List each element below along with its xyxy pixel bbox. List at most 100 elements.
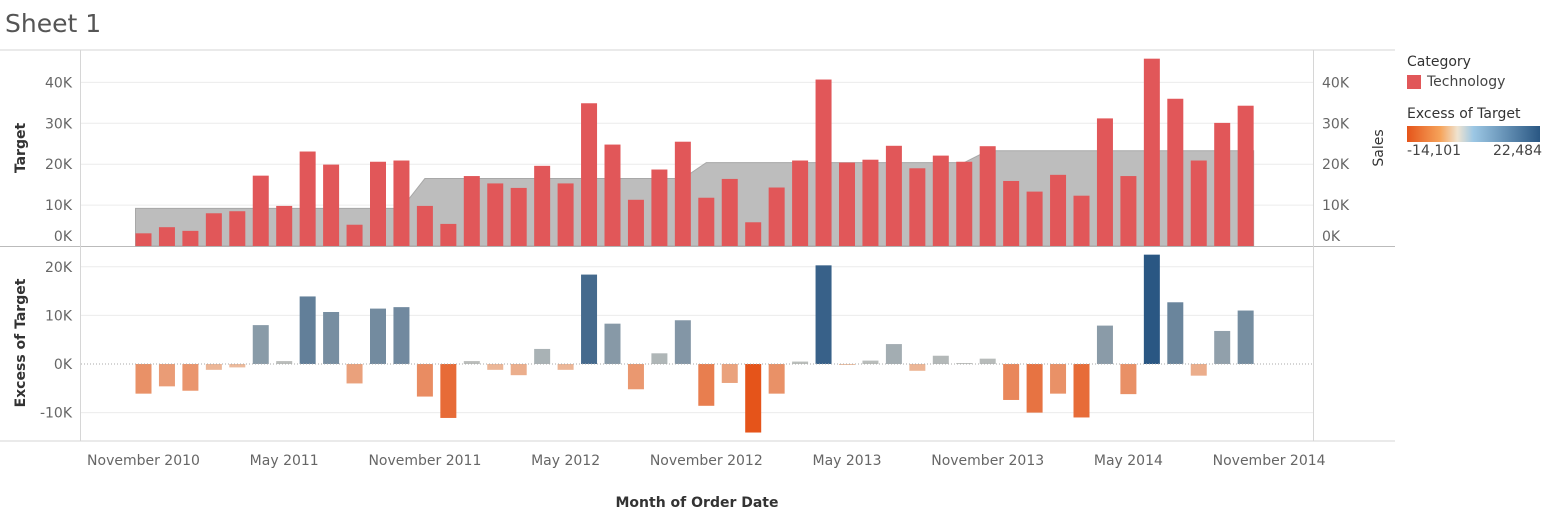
excess-bar — [674, 320, 691, 364]
excess-bar — [745, 364, 762, 433]
excess-bar — [135, 364, 152, 394]
excess-bar — [1096, 325, 1113, 364]
sales-bar — [182, 230, 199, 246]
sales-bar — [1143, 58, 1160, 246]
sales-bar — [1026, 191, 1043, 246]
excess-bar — [651, 353, 668, 364]
sales-bar — [909, 168, 926, 246]
sales-bar — [815, 79, 832, 246]
excess-bar — [581, 274, 598, 364]
x-tick-label: November 2013 — [931, 453, 1044, 469]
sales-bar — [252, 175, 269, 246]
category-legend-title: Category — [1407, 54, 1471, 70]
sales-bar — [205, 213, 222, 246]
sales-bar — [299, 151, 316, 246]
sales-tick-label: 20K — [1322, 157, 1350, 173]
target-axis-title: Target — [13, 123, 29, 174]
excess-bar — [932, 355, 949, 364]
excess-tick-label: 20K — [45, 260, 73, 276]
sales-tick-label: 30K — [1322, 116, 1350, 132]
sheet-title: Sheet 1 — [5, 9, 102, 38]
excess-bar — [346, 364, 363, 384]
excess-tick-label: 0K — [54, 357, 73, 373]
excess-bar — [370, 308, 386, 364]
sales-bar — [932, 155, 949, 246]
excess-bar — [1143, 254, 1160, 364]
excess-bar — [1214, 330, 1231, 364]
sales-bar — [510, 187, 527, 246]
sales-bar — [956, 161, 973, 246]
excess-bar — [1026, 364, 1043, 413]
excess-bar — [393, 307, 410, 364]
sales-bar — [979, 146, 996, 246]
excess-bar — [323, 311, 340, 364]
technology-swatch — [1407, 75, 1421, 89]
excess-legend-title: Excess of Target — [1407, 106, 1521, 122]
sales-bar — [651, 169, 668, 246]
excess-tick-label: -10K — [40, 406, 73, 422]
sales-bar — [440, 223, 457, 246]
x-axis-title: Month of Order Date — [616, 495, 779, 511]
sales-bar — [229, 211, 246, 246]
color-gradient-bar — [1407, 126, 1540, 142]
legend-item-label: Technology — [1427, 74, 1506, 90]
chart-area: 0K 10K 20K 30K 40K 0K 10K 20K 30K 40K -10K 0K 10K 2… — [0, 49, 1395, 511]
sales-bar — [370, 161, 386, 246]
excess-bar — [158, 364, 175, 387]
sales-bar — [393, 160, 410, 246]
excess-bar — [909, 364, 926, 371]
excess-bar — [1167, 302, 1184, 364]
legend-item-technology[interactable]: Technology — [1407, 74, 1542, 90]
sales-bar — [839, 162, 855, 246]
sales-bar — [463, 176, 480, 246]
excess-bar — [698, 364, 715, 406]
excess-axis-title: Excess of Target — [13, 278, 29, 407]
excess-bar — [721, 364, 738, 383]
excess-bar — [510, 364, 527, 376]
sales-bar — [487, 183, 504, 246]
sales-bar — [745, 222, 762, 246]
excess-bar — [1237, 310, 1254, 364]
excess-bar — [768, 364, 785, 394]
gradient-max-label: 22,484 — [1493, 143, 1542, 159]
sales-bar — [862, 159, 879, 246]
sales-bar — [534, 165, 551, 246]
sales-bar — [1214, 122, 1231, 246]
x-tick-label: November 2010 — [87, 453, 200, 469]
sales-bar — [1167, 98, 1184, 246]
sales-bar — [1096, 118, 1113, 246]
x-tick-label: November 2014 — [1213, 453, 1326, 469]
excess-bar — [1003, 364, 1020, 400]
excess-bar — [815, 265, 832, 364]
excess-bar — [299, 296, 316, 364]
sales-bar — [1237, 105, 1254, 246]
excess-bar — [956, 363, 973, 365]
excess-bar — [276, 361, 293, 364]
excess-bar — [1073, 364, 1090, 418]
sales-bars — [135, 58, 1254, 246]
target-axis-ticks: 0K 10K 20K 30K 40K — [45, 75, 73, 245]
sales-bar — [1073, 195, 1090, 246]
target-tick-label: 30K — [45, 116, 73, 132]
sales-bar — [768, 187, 785, 246]
excess-bar — [604, 323, 621, 364]
sales-axis-ticks: 0K 10K 20K 30K 40K — [1322, 75, 1350, 245]
sales-bar — [627, 199, 644, 246]
sales-axis-title: Sales — [1371, 129, 1387, 166]
excess-bar — [1050, 364, 1067, 394]
sales-tick-label: 10K — [1322, 198, 1350, 214]
sales-bar — [721, 178, 738, 246]
sales-tick-label: 0K — [1322, 229, 1341, 245]
sales-bar — [885, 145, 902, 246]
x-tick-label: May 2014 — [1094, 453, 1163, 469]
sales-bar — [674, 141, 691, 246]
excess-bar — [885, 344, 902, 364]
sales-bar — [792, 160, 809, 246]
target-tick-label: 0K — [54, 229, 73, 245]
legend: Category Technology Excess of Target -14… — [1407, 54, 1542, 159]
sales-bar — [1190, 160, 1207, 246]
x-axis-ticks: November 2010 May 2011 November 2011 May 20… — [87, 453, 1326, 469]
target-tick-label: 20K — [45, 157, 73, 173]
excess-bar — [487, 364, 504, 370]
sales-tick-label: 40K — [1322, 75, 1350, 91]
